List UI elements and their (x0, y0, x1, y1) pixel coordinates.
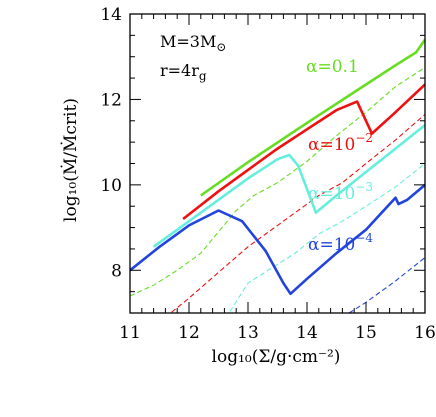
series-0-solid-line (200, 38, 425, 197)
series-label-alpha-1e-2-exp: −2 (355, 131, 373, 145)
series-2-dashed-line (227, 163, 425, 313)
annotation-mass-text: M=3M (160, 32, 216, 51)
y-tick-label: 12 (100, 90, 122, 110)
annotation-radius: r=4rg (160, 61, 207, 83)
series-layer (130, 38, 425, 313)
annotation-mass-symbol: ⊙ (216, 40, 226, 54)
ticks-layer: 11 12 13 14 15 16 8 10 12 14 (100, 5, 435, 343)
x-tick-label: 11 (119, 323, 141, 343)
x-tick-label: 12 (178, 323, 200, 343)
series-label-alpha-1e-2-base: α=10 (308, 135, 355, 155)
series-label-alpha-1e-4: α=10−4 (308, 231, 373, 255)
series-label-alpha-1e-3-exp: −3 (355, 180, 373, 194)
x-tick-label: 16 (414, 323, 436, 343)
series-3-solid-line (130, 183, 425, 296)
series-label-alpha-1e-4-exp: −4 (355, 231, 373, 245)
x-axis-title: log₁₀(Σ/g·cm⁻²) (212, 347, 341, 367)
series-label-alpha-1e-4-base: α=10 (308, 235, 355, 255)
y-tick-label: 14 (100, 5, 122, 25)
series-label-alpha-1e-3: α=10−3 (308, 180, 373, 204)
series-label-alpha-1e-2: α=10−2 (308, 131, 373, 155)
x-tick-label: 14 (296, 323, 318, 343)
x-tick-label: 13 (237, 323, 259, 343)
y-axis-title: log₁₀(Ṁ/Ṁcrit) (60, 98, 81, 222)
y-tick-label: 10 (100, 176, 122, 196)
y-tick-label: 8 (111, 261, 122, 281)
series-0-dashed-line (130, 66, 425, 297)
annotation-mass: M=3M⊙ (160, 32, 226, 54)
series-3-dashed-line (348, 257, 425, 313)
series-label-alpha-1e-3-base: α=10 (308, 184, 355, 204)
series-1-dashed-line (169, 113, 425, 313)
series-label-alpha-0.1: α=0.1 (306, 57, 359, 77)
series-1-solid-line (182, 83, 425, 221)
annotation-radius-sub: g (199, 69, 207, 83)
x-tick-label: 15 (355, 323, 377, 343)
series-label-alpha-0.1-base: α=0.1 (306, 57, 359, 77)
series-2-solid-line (152, 124, 425, 248)
plot-frame (129, 13, 426, 314)
annotation-radius-text: r=4r (160, 61, 199, 80)
